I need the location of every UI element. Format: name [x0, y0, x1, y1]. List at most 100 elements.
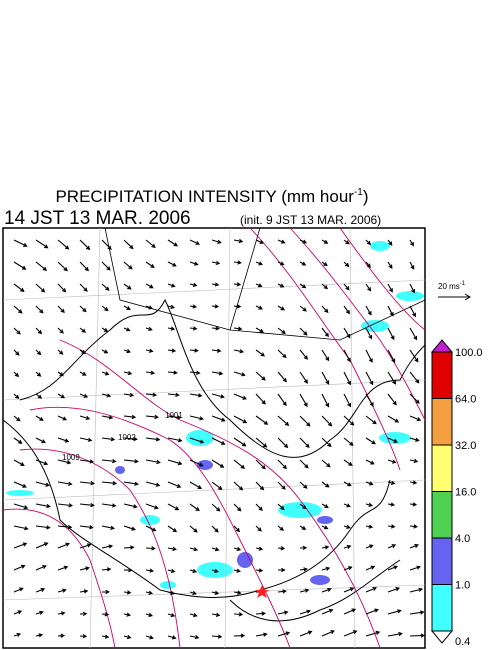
wind-arrow: [57, 261, 68, 272]
wind-arrow: [211, 590, 220, 595]
wind-arrow: [145, 635, 154, 640]
wind-arrow: [145, 437, 161, 442]
wind-arrow: [189, 393, 203, 398]
wind-arrow: [13, 587, 24, 593]
wind-arrow: [409, 565, 421, 571]
wind-arrow: [409, 524, 418, 529]
wind-arrow: [255, 481, 265, 491]
wind-arrow: [299, 437, 310, 448]
wind-arrow: [387, 544, 397, 549]
wind-arrow: [189, 503, 200, 512]
wind-arrow: [365, 544, 374, 549]
wind-arrow: [145, 503, 159, 510]
wind-scale-exponent: -1: [460, 281, 466, 287]
wind-arrow: [321, 349, 330, 362]
wind-arrow: [299, 630, 313, 637]
wind-arrow: [233, 590, 242, 595]
wind-arrow: [13, 393, 20, 400]
wind-arrow: [343, 566, 353, 571]
wind-arrow: [189, 348, 199, 353]
wind-arrow: [387, 565, 398, 571]
wind-arrow: [101, 589, 110, 595]
wind-arrow: [13, 503, 29, 510]
wind-arrow: [255, 459, 266, 470]
wind-arrow: [167, 415, 182, 420]
wind-arrow: [145, 546, 156, 551]
wind-arrow: [233, 260, 242, 265]
latitude-lines: [2, 279, 426, 601]
contour-label: 1002: [118, 433, 136, 442]
wind-arrow: [123, 545, 135, 550]
wind-scale-text: 20 ms: [438, 282, 460, 291]
wind-arrow: [321, 437, 332, 448]
wind-arrow: [321, 305, 329, 314]
wind-arrow: [211, 326, 220, 331]
wind-arrow: [343, 305, 350, 315]
wind-arrow: [343, 393, 352, 408]
wind-arrow: [35, 393, 43, 399]
wind-scale: 20 ms-1: [438, 281, 471, 301]
wind-arrow: [233, 415, 248, 424]
isobar: [339, 227, 426, 331]
wind-arrow: [35, 371, 42, 377]
wind-arrow: [387, 261, 393, 269]
wind-arrow: [255, 349, 266, 357]
wind-arrow: [35, 481, 50, 487]
wind-arrow: [233, 326, 243, 331]
coastline: [2, 419, 391, 598]
wind-arrow: [101, 393, 112, 398]
wind-arrow: [409, 327, 418, 341]
wind-arrow: [409, 393, 420, 404]
colorbar-label: 1.0: [455, 580, 470, 592]
wind-arrow: [57, 283, 67, 293]
wind-arrow: [167, 546, 177, 552]
wind-arrow: [343, 503, 351, 508]
wind-arrow: [409, 349, 419, 363]
wind-arrow: [167, 239, 178, 247]
wind-arrow: [101, 481, 118, 486]
wind-arrow: [277, 589, 287, 594]
wind-arrow: [167, 503, 180, 511]
wind-arrow: [57, 588, 67, 593]
wind-arrow: [57, 459, 72, 465]
precip-area: [197, 460, 213, 470]
wind-arrow: [145, 283, 154, 289]
wind-arrow: [57, 327, 64, 334]
wind-arrow: [79, 437, 93, 442]
wind-arrow: [233, 282, 242, 287]
wind-arrow: [211, 304, 220, 309]
wind-arrow: [299, 525, 307, 530]
wind-arrow: [101, 261, 111, 271]
precip-area: [370, 241, 390, 251]
contour-label: 1009: [62, 453, 80, 462]
wind-arrow: [365, 349, 373, 363]
wind-arrow: [189, 326, 198, 331]
init-time: (init. 9 JST 13 MAR. 2006): [240, 213, 381, 227]
colorbar-box: [431, 584, 453, 632]
precip-area: [396, 291, 424, 301]
wind-arrow: [321, 261, 328, 267]
wind-arrow: [387, 459, 397, 464]
wind-arrow: [211, 547, 220, 552]
wind-arrow: [255, 546, 264, 551]
wind-arrow: [13, 371, 20, 378]
wind-arrow: [167, 326, 176, 331]
wind-arrow: [321, 371, 330, 385]
wind-arrow: [233, 238, 244, 244]
wind-arrow: [299, 609, 311, 615]
wind-arrow: [321, 566, 331, 571]
wind-arrow: [167, 590, 175, 595]
wind-arrow: [189, 239, 201, 245]
border: [104, 227, 426, 341]
colorbar-over: [430, 339, 454, 353]
wind-arrow: [343, 327, 351, 339]
wind-arrow: [409, 458, 419, 464]
wind-arrow: [13, 261, 27, 270]
wind-arrow: [321, 545, 330, 550]
wind-arrow: [277, 305, 285, 311]
wind-arrow: [123, 525, 136, 531]
wind-arrow: [365, 459, 375, 465]
wind-arrow: [167, 348, 177, 353]
wind-arrow: [321, 525, 329, 530]
wind-arrow: [233, 481, 244, 491]
